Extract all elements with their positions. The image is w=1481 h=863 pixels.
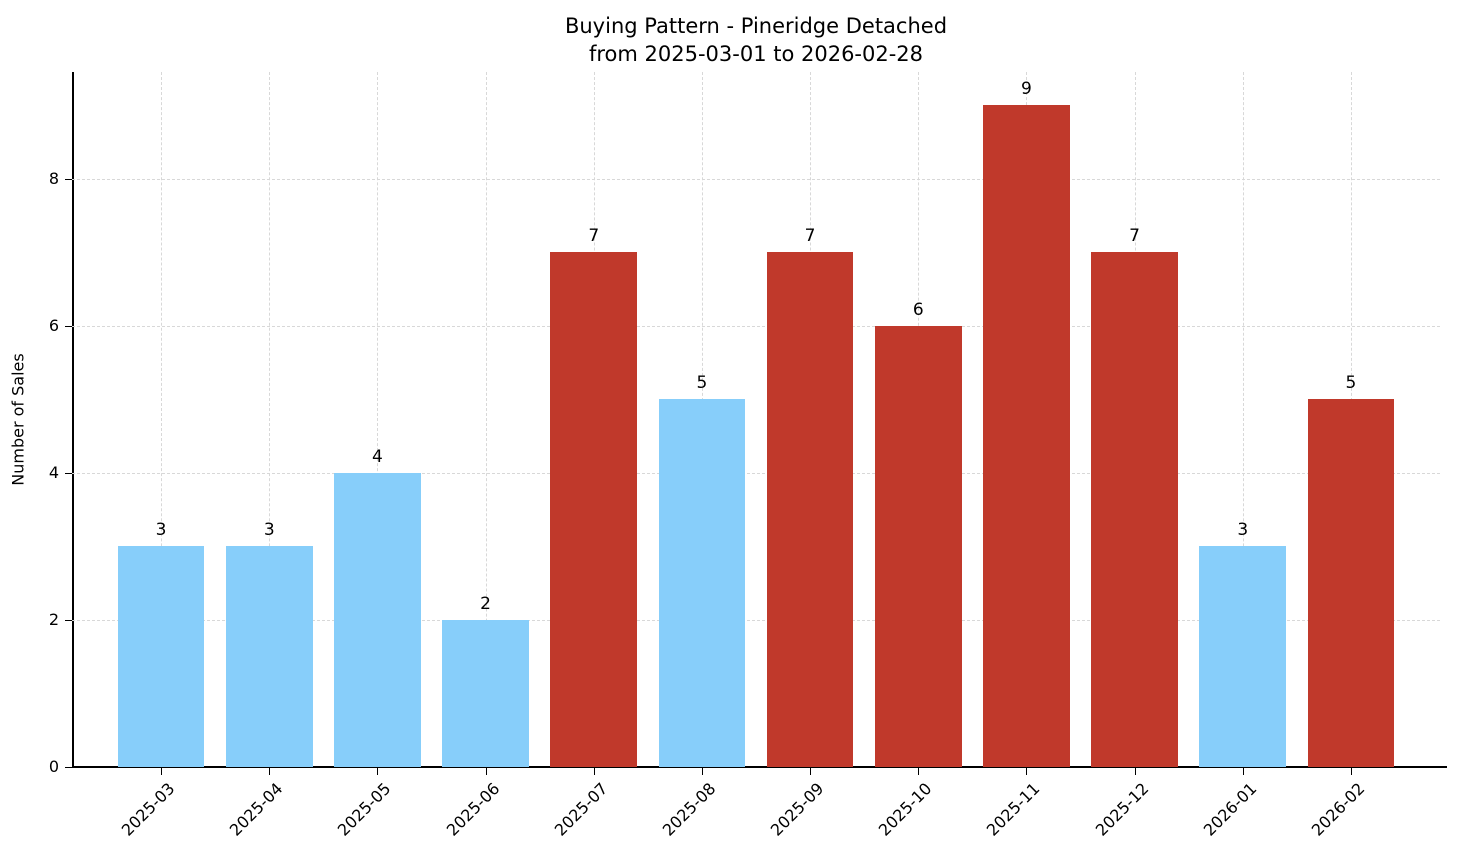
y-tick-label: 8 <box>48 168 59 188</box>
v-gridline <box>269 72 271 767</box>
bar-value-label: 5 <box>1345 373 1357 394</box>
bar-2025-06 <box>442 619 529 767</box>
v-gridline <box>161 72 163 767</box>
x-axis-spine <box>72 766 1447 768</box>
bar-value-label: 3 <box>155 520 167 541</box>
h-gridline <box>72 619 1440 621</box>
y-tick-label: 4 <box>48 462 59 482</box>
x-tick-mark <box>593 768 595 775</box>
v-gridline <box>1242 72 1244 767</box>
y-tick-mark <box>65 178 72 180</box>
v-gridline <box>377 72 379 767</box>
bar-2025-08 <box>658 399 746 767</box>
y-tick-label: 0 <box>48 757 59 776</box>
x-tick-label: 2026-01 <box>1199 779 1261 840</box>
bar-value-label: 7 <box>588 226 600 247</box>
bar-value-label: 6 <box>912 299 924 320</box>
x-tick-label: 2025-08 <box>658 779 720 840</box>
h-gridline <box>72 325 1440 327</box>
chart-title: Buying Pattern - Pineridge Detached from… <box>72 12 1440 69</box>
bar-value-label: 3 <box>1237 520 1249 541</box>
x-tick-mark <box>810 768 812 775</box>
x-tick-label: 2025-12 <box>1091 779 1153 840</box>
bar-2025-12 <box>1091 252 1178 767</box>
bar-value-label: 3 <box>263 520 275 541</box>
chart-title-line1: Buying Pattern - Pineridge Detached <box>564 14 948 38</box>
chart-title-line2: from 2025-03-01 to 2026-02-28 <box>588 42 924 67</box>
y-tick-label: 6 <box>48 315 59 335</box>
y-tick-mark <box>65 767 72 768</box>
x-tick-mark <box>161 768 163 775</box>
bar-value-label: 4 <box>371 446 383 467</box>
bar-value-label: 7 <box>804 226 816 247</box>
y-tick-mark <box>65 325 72 327</box>
v-gridline <box>485 72 487 767</box>
x-tick-mark <box>485 768 487 775</box>
x-tick-label: 2025-09 <box>766 779 828 840</box>
x-tick-label: 2025-07 <box>550 779 612 840</box>
h-gridline <box>72 178 1440 180</box>
x-tick-mark <box>701 768 703 775</box>
x-tick-label: 2025-10 <box>874 779 936 840</box>
x-tick-mark <box>269 768 271 775</box>
bar-2026-01 <box>1199 546 1286 767</box>
y-axis-spine <box>72 72 74 767</box>
bar-value-label: 2 <box>480 593 491 614</box>
x-tick-mark <box>377 768 379 775</box>
x-tick-mark <box>1026 768 1028 775</box>
x-tick-label: 2025-11 <box>983 779 1044 840</box>
x-tick-mark <box>918 768 920 775</box>
x-tick-label: 2025-03 <box>117 779 179 840</box>
bar-value-label: 5 <box>696 373 708 394</box>
bar-2026-02 <box>1307 399 1395 767</box>
bar-2025-03 <box>117 546 205 767</box>
y-tick-mark <box>65 619 72 621</box>
h-gridline <box>72 472 1440 474</box>
bar-2025-07 <box>550 252 637 767</box>
bar-2025-04 <box>225 546 313 767</box>
bar-value-label: 7 <box>1129 226 1140 247</box>
bar-2025-11 <box>983 105 1070 767</box>
bar-2025-09 <box>766 252 854 767</box>
x-tick-label: 2025-05 <box>334 779 395 840</box>
y-tick-mark <box>65 472 72 474</box>
x-tick-label: 2026-02 <box>1307 779 1369 840</box>
bar-2025-10 <box>874 325 962 767</box>
x-tick-mark <box>1242 768 1244 775</box>
bar-value-label: 9 <box>1020 79 1032 100</box>
bar-2025-05 <box>334 472 421 767</box>
x-tick-mark <box>1134 768 1136 775</box>
x-tick-mark <box>1350 768 1352 775</box>
x-tick-label: 2025-04 <box>225 779 287 840</box>
x-tick-label: 2025-06 <box>442 779 504 840</box>
y-tick-label: 2 <box>48 609 59 629</box>
